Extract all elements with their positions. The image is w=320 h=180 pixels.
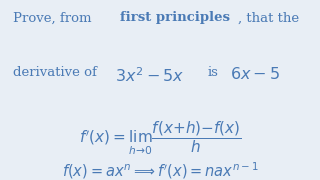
Text: first principles: first principles — [120, 12, 230, 24]
Text: $f'(x) = \lim_{h\to 0} \dfrac{f(x+h)-f(x)}{h}$: $f'(x) = \lim_{h\to 0} \dfrac{f(x+h)-f(x… — [79, 120, 241, 157]
Text: $3x^2 - 5x$: $3x^2 - 5x$ — [115, 66, 185, 85]
Text: $6x - 5$: $6x - 5$ — [230, 66, 280, 82]
Text: is: is — [208, 66, 219, 79]
Text: , that the: , that the — [238, 12, 300, 24]
Text: $f(x) = ax^n \Longrightarrow f'(x) = nax^{n-1}$: $f(x) = ax^n \Longrightarrow f'(x) = nax… — [61, 160, 259, 180]
Text: Prove, from: Prove, from — [13, 12, 96, 24]
Text: derivative of: derivative of — [13, 66, 97, 79]
